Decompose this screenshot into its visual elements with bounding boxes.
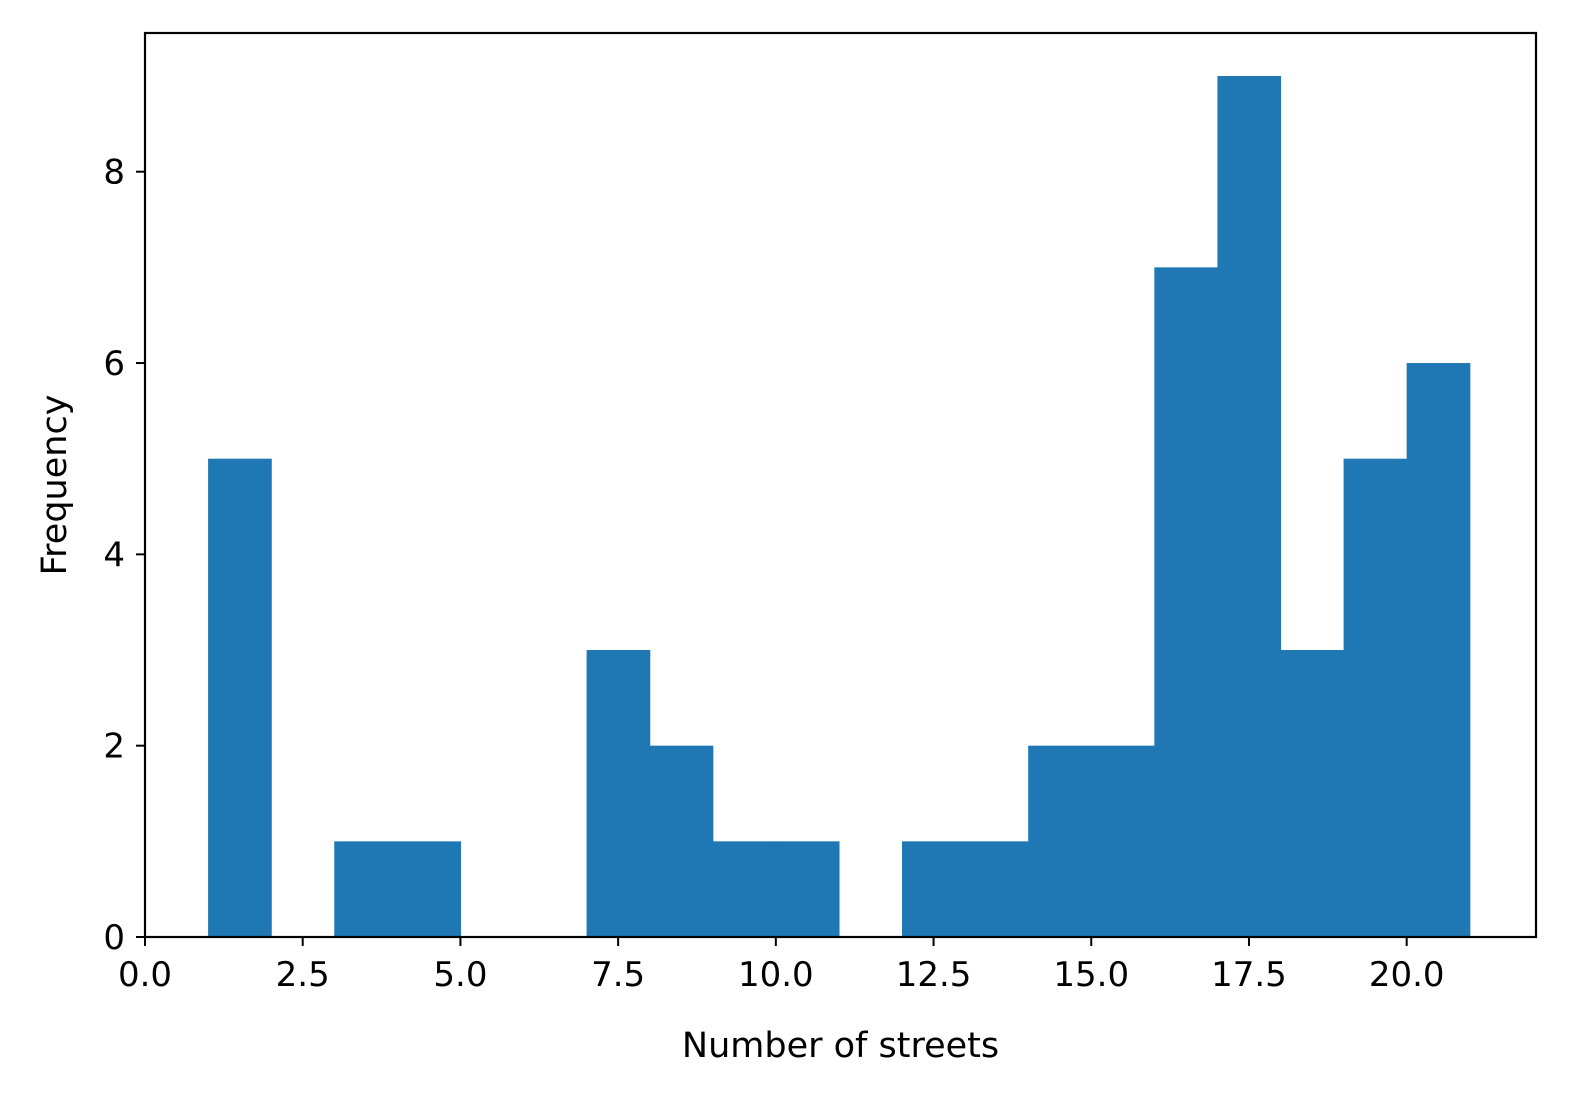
x-tick-label: 15.0: [1053, 955, 1129, 995]
x-tick-label: 10.0: [738, 955, 814, 995]
histogram-bars: [208, 76, 1471, 938]
y-tick-label: 0: [103, 918, 125, 958]
x-tick-label: 12.5: [896, 955, 972, 995]
plot-area-frame: [143, 31, 1538, 939]
histogram-bar-6: [586, 650, 651, 937]
histogram-bar-2: [334, 841, 398, 937]
histogram-bar-13: [1028, 745, 1092, 937]
x-axis-ticks: 0.0 2.5 5.0 7.5 10.0 12.5 15.0 17.5 20.0: [118, 937, 1445, 995]
histogram-bar-3: [397, 841, 462, 937]
histogram-bar-12: [965, 841, 1029, 937]
x-axis-label: Number of streets: [682, 1026, 999, 1066]
histogram-bar-16: [1217, 76, 1282, 938]
y-axis-ticks: 0 2 4 6 8: [103, 153, 145, 958]
y-tick-label: 6: [103, 344, 125, 384]
histogram-bar-18: [1343, 458, 1408, 937]
histogram-bar-7: [649, 745, 714, 937]
x-tick-label: 17.5: [1211, 955, 1287, 995]
x-tick-label: 7.5: [591, 955, 645, 995]
x-tick-label: 2.5: [276, 955, 330, 995]
histogram-bar-19: [1406, 363, 1471, 937]
histogram-bar-11: [902, 841, 966, 937]
histogram-bar-14: [1091, 745, 1155, 937]
y-tick-label: 4: [103, 535, 125, 575]
histogram-bar-9: [775, 841, 840, 937]
x-tick-label: 0.0: [118, 955, 172, 995]
x-tick-label: 5.0: [433, 955, 487, 995]
histogram-bar-8: [712, 841, 777, 937]
y-axis-label: Frequency: [35, 395, 75, 576]
y-tick-label: 2: [103, 727, 125, 767]
histogram-bar-17: [1280, 650, 1345, 937]
histogram-bar-15: [1154, 267, 1219, 937]
x-tick-label: 20.0: [1369, 955, 1445, 995]
histogram-bar-0: [208, 458, 272, 937]
y-tick-label: 8: [103, 153, 125, 193]
